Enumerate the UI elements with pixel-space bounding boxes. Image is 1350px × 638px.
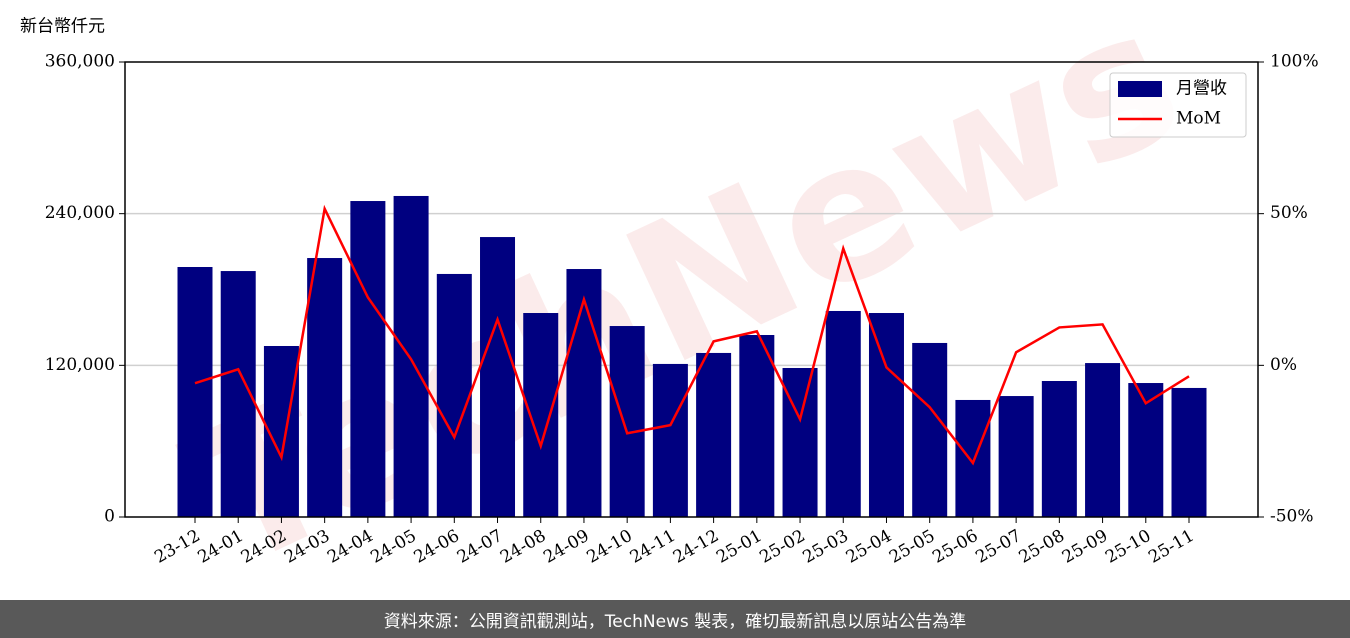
x-tick-label: 25-06 [929,526,981,568]
y-tick-label: 0 [104,507,115,527]
x-tick-label: 25-10 [1102,526,1154,568]
bar [782,367,818,517]
x-tick-label: 25-01 [713,526,765,568]
footer: 資料來源：公開資訊觀測站，TechNews 製表，確切最新訊息以原站公告為準 [0,600,1350,638]
y-tick-label: 120,000 [45,355,115,375]
x-tick-label: 24-08 [497,526,549,568]
x-tick-label: 24-09 [540,526,592,568]
x-tick-label: 25-07 [972,526,1024,568]
bar [393,195,429,517]
bar [1041,381,1077,517]
legend-swatch [1118,81,1162,97]
bar [566,269,602,517]
bar [1085,363,1121,517]
x-tick-label: 25-08 [1016,526,1068,568]
bar [350,201,386,517]
y2-tick-label: 50% [1270,203,1308,223]
bar [825,310,861,517]
y2-tick-label: -50% [1270,507,1314,527]
x-tick-label: 24-10 [583,526,635,568]
bar [696,352,732,517]
x-tick-label: 25-04 [843,526,895,568]
bar [177,267,213,517]
legend-label: MoM [1176,109,1221,129]
bar [955,399,991,517]
chart: 新台幣仟元 TechNews 0120,000240,000360,000-50… [20,0,1319,600]
x-tick-label: 23-12 [151,526,203,568]
x-tick-label: 25-02 [756,526,808,568]
bar [1128,383,1164,517]
legend-label: 月營收 [1176,79,1227,99]
x-tick-label: 25-09 [1059,526,1111,568]
bar [739,335,775,517]
y2-tick-label: 0% [1270,355,1297,375]
x-tick-label: 25-11 [1145,526,1197,568]
x-tick-label: 24-12 [670,526,722,568]
bar [1171,387,1207,517]
y2-tick-label: 100% [1270,52,1319,72]
x-tick-label: 24-07 [454,526,506,568]
bar [523,313,559,517]
x-tick-label: 25-03 [800,526,852,568]
bar [307,258,343,517]
bar [998,396,1034,517]
y-tick-label: 360,000 [45,52,115,72]
bar [912,342,948,517]
bar [868,313,904,517]
bar [652,363,688,517]
y-axis-label: 新台幣仟元 [20,17,105,37]
bar [436,273,472,517]
x-tick-label: 24-11 [627,526,679,568]
bar [480,237,516,517]
bar [609,326,645,517]
plot-frame [124,61,1259,518]
y-tick-label: 240,000 [45,203,115,223]
line [194,204,1190,466]
x-tick-label: 25-05 [886,526,938,568]
